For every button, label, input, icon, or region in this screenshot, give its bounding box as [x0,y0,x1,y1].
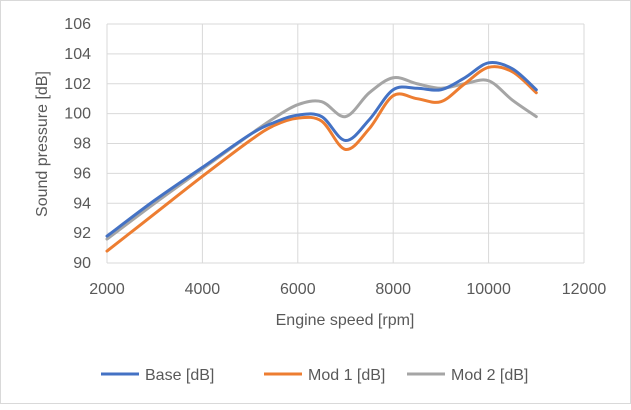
y-tick-label: 100 [64,106,91,123]
y-tick-label: 96 [73,165,91,182]
y-tick-label: 104 [64,46,91,63]
y-tick-label: 106 [64,16,91,33]
gridlines [106,23,585,264]
legend-label-mod-1-db: Mod 1 [dB] [308,367,385,384]
x-tick-label: 4000 [185,281,221,298]
series-line-mod-1-db [105,65,538,253]
legend-label-base-db: Base [dB] [145,367,214,384]
legend: Base [dB] Mod 1 [dB] Mod 2 [dB] [101,367,528,384]
legend-label-mod-2-db: Mod 2 [dB] [451,367,528,384]
y-tick-label: 94 [73,195,91,212]
y-axis-title: Sound pressure [dB] [34,71,51,217]
x-axis-title: Engine speed [rpm] [276,312,415,329]
y-tick-labels: 90 92 94 96 98 100 102 104 106 [64,16,91,272]
y-tick-label: 92 [73,225,91,242]
x-tick-label: 6000 [280,281,316,298]
x-tick-label: 10000 [466,281,511,298]
x-tick-labels: 2000 4000 6000 8000 10000 12000 [89,281,606,298]
x-tick-label: 12000 [562,281,607,298]
series-lines [105,60,538,253]
series-line-base-db [105,60,538,238]
x-tick-label: 8000 [375,281,411,298]
y-tick-label: 90 [73,255,91,272]
series-line-mod-2-db [105,76,538,241]
y-tick-label: 98 [73,136,91,153]
x-tick-label: 2000 [89,281,125,298]
y-tick-label: 102 [64,76,91,93]
